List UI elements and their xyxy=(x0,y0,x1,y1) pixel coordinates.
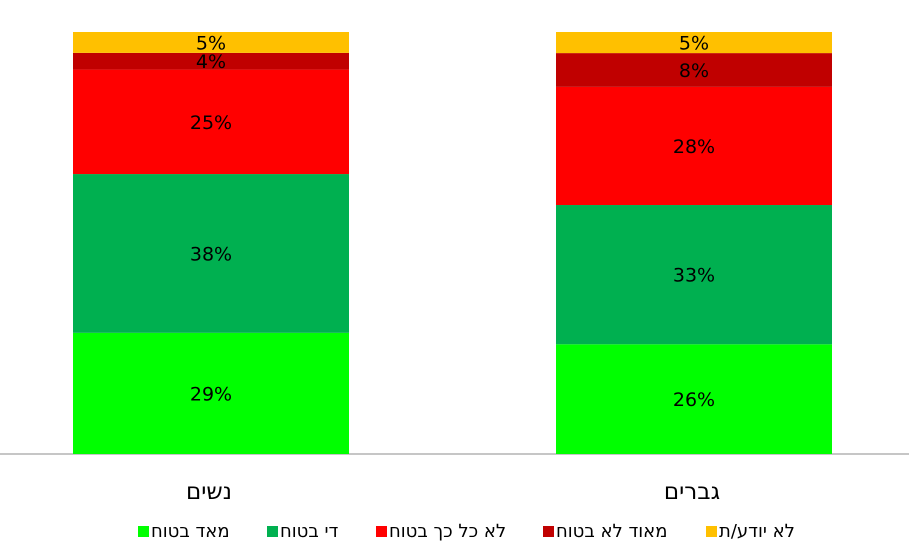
legend-label-4: לא יודע/ת xyxy=(719,521,795,542)
category-label-0: נשים xyxy=(186,479,232,505)
data-label-1-2: 28% xyxy=(673,136,715,158)
legend-label-2: לא כל כך בטוח xyxy=(389,521,506,542)
category-label-1: גברים xyxy=(664,479,720,505)
legend-label-3: מאוד לא בטוח xyxy=(556,521,667,542)
bar-segment-1-2 xyxy=(556,86,832,206)
data-label-1-4: 5% xyxy=(679,33,709,55)
data-label-1-3: 8% xyxy=(679,60,709,82)
legend-swatch-3 xyxy=(543,526,554,537)
data-label-0-3: 4% xyxy=(196,51,226,73)
bar-segment-0-4 xyxy=(73,32,349,53)
data-label-1-1: 33% xyxy=(673,265,715,287)
data-label-0-2: 25% xyxy=(190,112,232,134)
bar-segment-1-0 xyxy=(556,344,832,454)
data-label-0-0: 29% xyxy=(190,383,232,405)
bar-segment-0-3 xyxy=(73,52,349,70)
data-label-0-4: 5% xyxy=(196,32,226,54)
bar-segment-0-0 xyxy=(73,332,349,454)
legend-label-0: מאד בטוח xyxy=(151,521,230,542)
bar-segment-1-4 xyxy=(556,32,832,54)
legend-swatch-0 xyxy=(138,526,149,537)
legend-swatch-4 xyxy=(706,526,717,537)
bar-segment-1-3 xyxy=(556,53,832,87)
data-label-1-0: 26% xyxy=(673,389,715,411)
data-label-0-1: 38% xyxy=(190,243,232,265)
legend-label-1: די בטוח xyxy=(280,521,338,542)
legend-swatch-2 xyxy=(376,526,387,537)
bar-segment-1-1 xyxy=(556,205,832,345)
bar-segment-0-1 xyxy=(73,174,349,333)
bar-segment-0-2 xyxy=(73,69,349,175)
legend-swatch-1 xyxy=(267,526,278,537)
